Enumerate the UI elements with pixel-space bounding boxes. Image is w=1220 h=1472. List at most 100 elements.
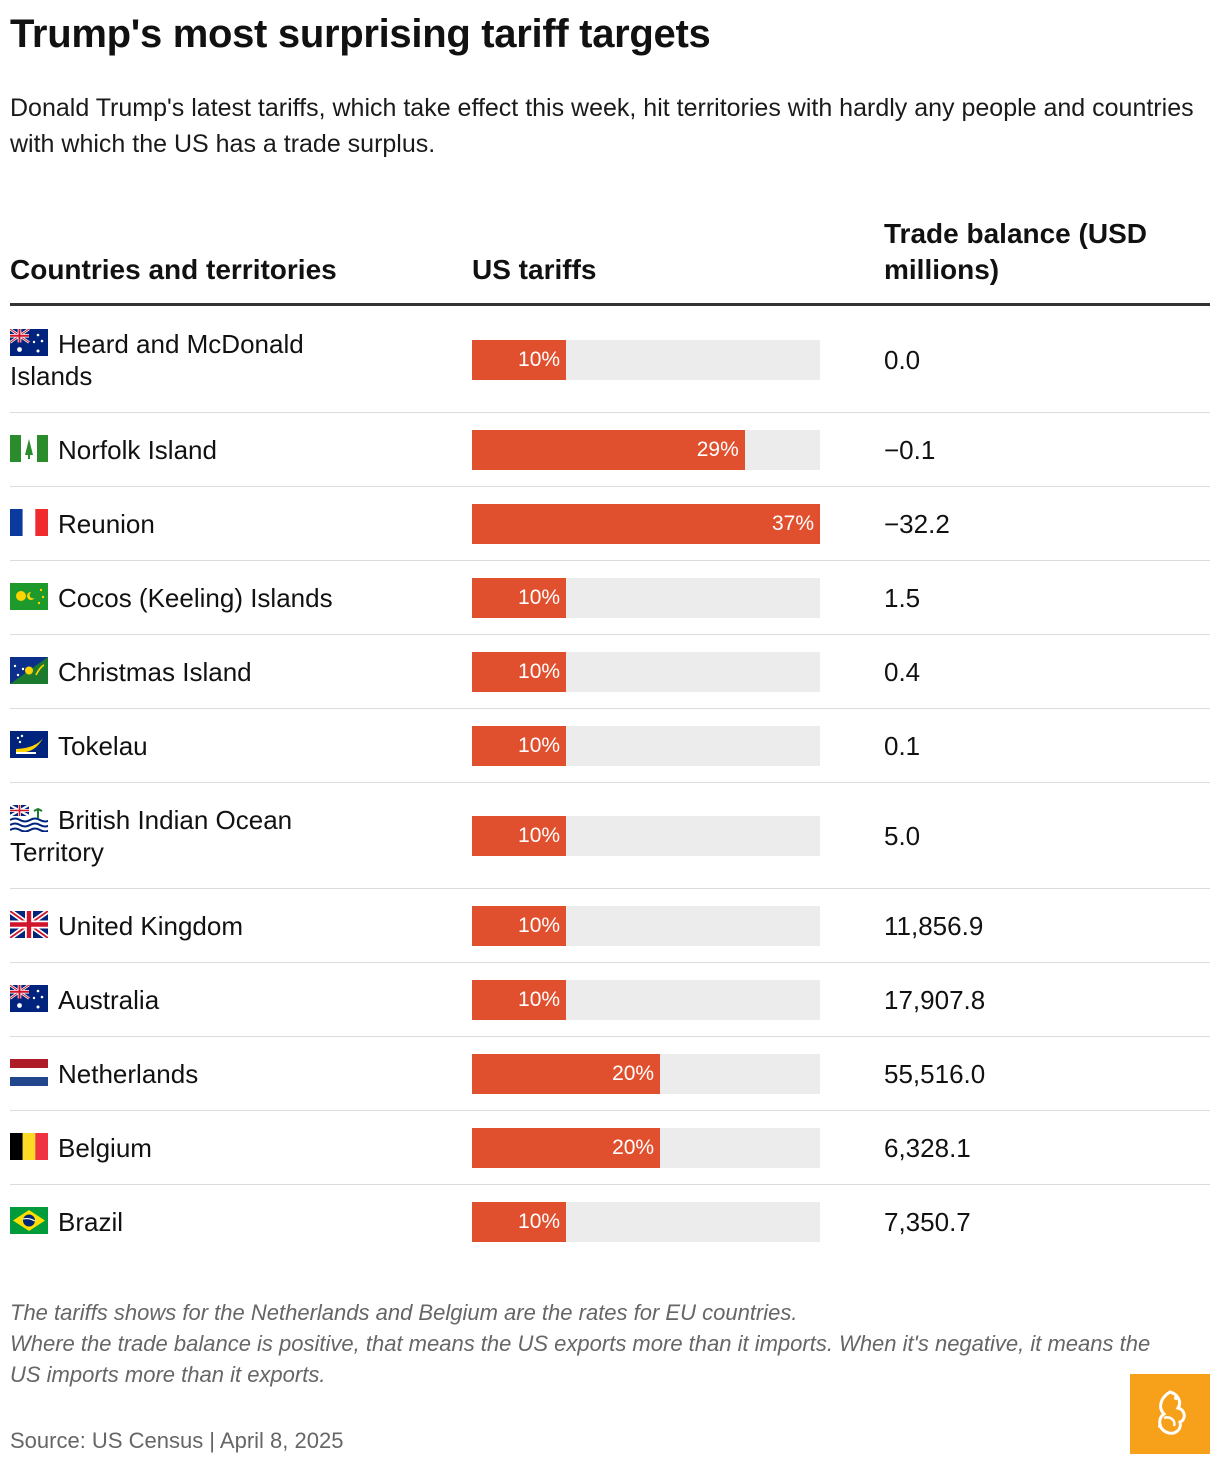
country-cell: Tokelau <box>10 730 390 762</box>
country-cell: Norfolk Island <box>10 434 390 466</box>
tariff-bar-track: 10% <box>472 726 820 766</box>
table-row: Australia 10% 17,907.8 <box>10 963 1210 1037</box>
tariff-label: 10% <box>518 660 561 683</box>
norfolk-flag-icon <box>10 435 48 462</box>
country-name: British Indian Ocean Territory <box>10 805 293 867</box>
tariff-bar: 10% <box>472 578 567 618</box>
tariff-label: 10% <box>518 586 561 609</box>
table-row: Christmas Island 10% 0.4 <box>10 635 1210 709</box>
footnote-trade-balance: Where the trade balance is positive, tha… <box>10 1331 1151 1387</box>
tariff-bar-track: 10% <box>472 340 820 380</box>
chart-title: Trump's most surprising tariff targets <box>10 12 711 56</box>
row-divider <box>10 962 1210 963</box>
tariff-label: 37% <box>771 512 814 535</box>
tariff-bar: 29% <box>472 430 745 470</box>
trade-balance-value: −0.1 <box>884 435 936 465</box>
tariff-bar: 20% <box>472 1054 661 1094</box>
tariff-bar-track: 20% <box>472 1054 820 1094</box>
table-row: Heard and McDonald Islands 10% 0.0 <box>10 307 1210 413</box>
country-cell: Belgium <box>10 1132 390 1164</box>
tariff-label: 10% <box>518 988 561 1011</box>
tariff-bar-track: 37% <box>472 504 820 544</box>
australia-flag-icon <box>10 985 48 1012</box>
table-row: Belgium 20% 6,328.1 <box>10 1111 1210 1185</box>
tariff-bar-track: 10% <box>472 980 820 1020</box>
tariff-bar: 37% <box>472 504 820 544</box>
tariff-label: 20% <box>612 1062 655 1085</box>
tariff-bar: 10% <box>472 906 567 946</box>
christmas-island-flag-icon <box>10 657 48 684</box>
tariff-bar-track: 29% <box>472 430 820 470</box>
country-name: Netherlands <box>58 1059 199 1089</box>
country-cell: Heard and McDonald Islands <box>10 328 390 392</box>
trade-balance-value: 5.0 <box>884 821 921 851</box>
country-name: Cocos (Keeling) Islands <box>58 583 333 613</box>
tariff-label: 10% <box>518 734 561 757</box>
row-divider <box>10 634 1210 635</box>
tariff-bar: 10% <box>472 340 567 380</box>
tariff-label: 10% <box>518 824 561 847</box>
trade-balance-value: −32.2 <box>884 509 950 539</box>
footnote-eu-rates: The tariffs shows for the Netherlands an… <box>10 1300 798 1325</box>
tokelau-flag-icon <box>10 731 48 758</box>
trade-balance-value: 17,907.8 <box>884 985 986 1015</box>
row-divider <box>10 560 1210 561</box>
uk-flag-icon <box>10 911 48 938</box>
tariff-label: 10% <box>518 1210 561 1233</box>
country-cell: British Indian Ocean Territory <box>10 804 390 868</box>
source-line: Source: US Census | April 8, 2025 <box>10 1428 344 1453</box>
table-row: United Kingdom 10% 11,856.9 <box>10 889 1210 963</box>
country-name: Reunion <box>58 509 155 539</box>
column-header-country: Countries and territories <box>10 254 337 285</box>
row-divider <box>10 888 1210 889</box>
cocos-flag-icon <box>10 583 48 610</box>
trade-balance-value: 0.0 <box>884 345 921 375</box>
row-divider <box>10 782 1210 783</box>
country-cell: Australia <box>10 984 390 1016</box>
tariff-bar: 10% <box>472 652 567 692</box>
trade-balance-value: 6,328.1 <box>884 1133 971 1163</box>
tariff-bar-track: 20% <box>472 1128 820 1168</box>
tariff-bar: 10% <box>472 1202 567 1242</box>
australia-flag-icon <box>10 329 48 356</box>
tariff-label: 10% <box>518 914 561 937</box>
table-row: Reunion 37% −32.2 <box>10 487 1210 561</box>
table-row: Brazil 10% 7,350.7 <box>10 1185 1210 1259</box>
country-name: Christmas Island <box>58 657 252 687</box>
country-name: Brazil <box>58 1207 124 1237</box>
trade-balance-value: 7,350.7 <box>884 1207 971 1237</box>
trade-balance-value: 1.5 <box>884 583 921 613</box>
brazil-flag-icon <box>10 1207 48 1234</box>
trade-balance-value: 55,516.0 <box>884 1059 986 1089</box>
tariff-label: 10% <box>518 348 561 371</box>
tariff-bar-track: 10% <box>472 1202 820 1242</box>
table-row: Tokelau 10% 0.1 <box>10 709 1210 783</box>
column-header-trade-balance: Trade balance (USD millions) <box>884 218 1147 285</box>
biot-flag-icon <box>10 805 48 832</box>
row-divider <box>10 412 1210 413</box>
column-header-tariff: US tariffs <box>472 254 597 285</box>
tariff-bar: 10% <box>472 726 567 766</box>
tariff-bar: 10% <box>472 816 567 856</box>
row-divider <box>10 486 1210 487</box>
country-cell: Brazil <box>10 1206 390 1238</box>
country-name: Norfolk Island <box>58 435 217 465</box>
tariff-bar-track: 10% <box>472 652 820 692</box>
trade-balance-value: 11,856.9 <box>884 911 984 941</box>
country-name: United Kingdom <box>58 911 243 941</box>
table-row: British Indian Ocean Territory 10% 5.0 <box>10 783 1210 889</box>
country-cell: Christmas Island <box>10 656 390 688</box>
row-divider <box>10 1184 1210 1185</box>
trade-balance-value: 0.4 <box>884 657 921 687</box>
tariff-bar: 10% <box>472 980 567 1020</box>
tariff-label: 29% <box>696 438 739 461</box>
tariff-bar-track: 10% <box>472 578 820 618</box>
country-name: Belgium <box>58 1133 152 1163</box>
tariff-bar-track: 10% <box>472 816 820 856</box>
tariff-bar-track: 10% <box>472 906 820 946</box>
country-name: Australia <box>58 985 160 1015</box>
country-cell: Cocos (Keeling) Islands <box>10 582 390 614</box>
france-flag-icon <box>10 509 48 536</box>
row-divider <box>10 1110 1210 1111</box>
netherlands-flag-icon <box>10 1059 48 1086</box>
